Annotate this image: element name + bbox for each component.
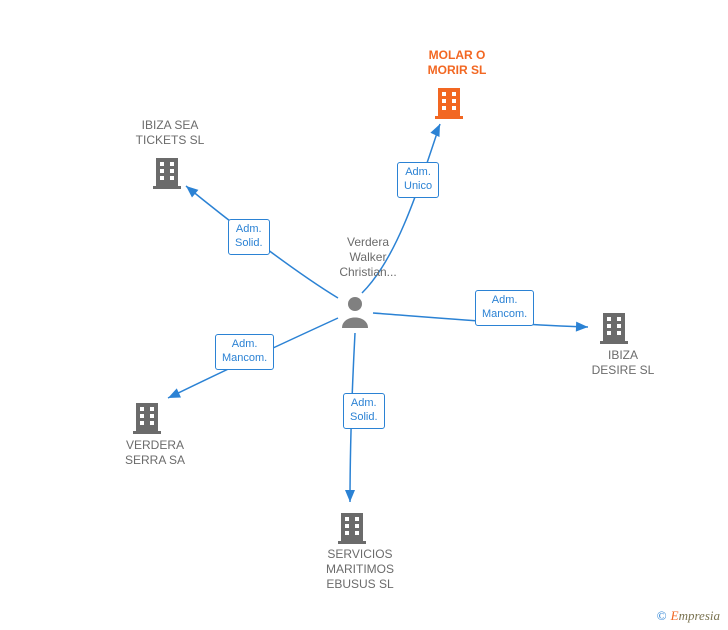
node-label-ibiza-desire: IBIZA DESIRE SL — [578, 348, 668, 378]
arrowhead-to-ibiza-desire — [576, 322, 588, 332]
node-label-molar: MOLAR O MORIR SL — [412, 48, 502, 78]
edge-label-to-ibiza-sea: Adm. Solid. — [228, 219, 270, 255]
building-icon-ibiza-sea — [150, 155, 184, 194]
node-label-servicios: SERVICIOS MARITIMOS EBUSUS SL — [310, 547, 410, 592]
watermark: © Empresia — [657, 608, 720, 624]
arrowhead-to-molar — [430, 122, 444, 137]
center-node-label: Verdera Walker Christian... — [328, 235, 408, 280]
building-icon-ibiza-desire — [597, 310, 631, 349]
building-icon-verdera-serra — [130, 400, 164, 439]
node-label-ibiza-sea: IBIZA SEA TICKETS SL — [120, 118, 220, 148]
edge-label-to-verdera-serra: Adm. Mancom. — [215, 334, 274, 370]
edge-label-to-servicios: Adm. Solid. — [343, 393, 385, 429]
edge-label-to-molar: Adm. Unico — [397, 162, 439, 198]
node-label-verdera-serra: VERDERA SERRA SA — [110, 438, 200, 468]
edge-label-to-ibiza-desire: Adm. Mancom. — [475, 290, 534, 326]
watermark-copy: © — [657, 608, 667, 623]
watermark-e: E — [671, 608, 679, 623]
arrowhead-to-verdera-serra — [166, 388, 181, 402]
watermark-rest: mpresia — [679, 608, 720, 623]
arrowhead-to-servicios — [345, 490, 355, 502]
person-icon — [342, 297, 368, 328]
building-icon-servicios — [335, 510, 369, 549]
arrowhead-to-ibiza-sea — [183, 182, 199, 197]
building-icon-molar — [432, 85, 466, 124]
